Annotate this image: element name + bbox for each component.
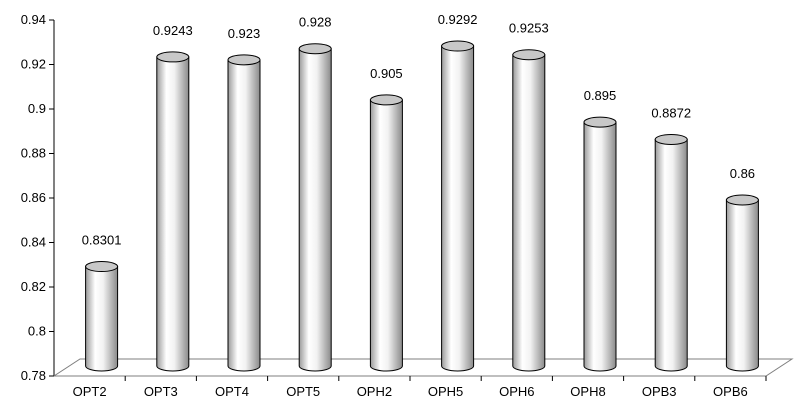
bar-body [512,54,546,372]
bar-top [227,54,261,66]
x-tick-label: OPT3 [144,384,178,399]
bar-oph5: 0.9292 [438,12,478,372]
bar-value-label: 0.9243 [153,23,193,38]
y-tick-label: 0.88 [21,146,46,161]
bar-body [725,199,759,372]
bar-value-label: 0.8301 [82,233,122,248]
x-tick-label: OPT5 [286,384,320,399]
bar-top [725,194,759,206]
bar-body [654,138,688,372]
bar-body [85,266,119,372]
bar-top [85,261,119,273]
bar-opt2: 0.8301 [82,233,122,372]
bar-body [298,48,332,372]
bar-body [156,56,190,372]
x-axis-labels: OPT2 OPT3 OPT4 OPT5 OPH2 OPH5 OPH6 OPH8 OPB3 OPB6 [73,376,767,399]
bar-opb6: 0.86 [725,166,759,372]
bar-value-label: 0.928 [299,15,332,30]
x-tick-label: OPB6 [713,384,748,399]
x-tick-label: OPH6 [499,384,534,399]
bar-oph6: 0.9253 [509,21,549,372]
bar-body [583,121,617,372]
y-tick-label: 0.86 [21,190,46,205]
bar-top [654,133,688,145]
bar-value-label: 0.86 [730,166,755,181]
bar-opb3: 0.8872 [651,105,691,372]
x-tick-label: OPB3 [642,384,677,399]
chart-floor [52,358,794,377]
bar-value-label: 0.9292 [438,12,478,27]
bar-oph2: 0.905 [369,66,403,372]
y-tick-label: 0.82 [21,279,46,294]
bar-oph8: 0.895 [583,88,617,372]
bar-value-label: 0.923 [228,26,261,41]
x-tick-label: OPT4 [215,384,249,399]
y-tick-label: 0.92 [21,57,46,72]
bar-top [156,51,190,63]
y-tick-label: 0.94 [21,12,46,27]
x-tick-label: OPH8 [570,384,605,399]
bar-top [512,49,546,61]
bar-top [583,116,617,128]
y-tick-label: 0.84 [21,235,46,250]
x-tick-label: OPT2 [73,384,107,399]
bar-body [441,45,475,372]
x-tick-label: OPH2 [357,384,392,399]
y-tick-label: 0.78 [21,368,46,383]
bar-opt5: 0.928 [298,15,332,372]
y-tick-label: 0.8 [28,324,46,339]
bar-value-label: 0.8872 [651,105,691,120]
x-tick-label: OPH5 [428,384,463,399]
y-tick-label: 0.9 [28,101,46,116]
bar-value-label: 0.895 [584,88,617,103]
bar-top [298,43,332,55]
bars: 0.8301 0.9243 0.923 0.928 0.905 0.9292 0.9253 0… [82,12,759,372]
bar-body [369,99,403,372]
bar-top [369,94,403,106]
bar-opt4: 0.923 [227,26,261,372]
bar-value-label: 0.9253 [509,21,549,36]
bar-top [441,40,475,52]
bar-value-label: 0.905 [370,66,403,81]
y-axis-ticks: 0.78 0.8 0.82 0.84 0.86 0.88 0.9 0.92 0.94 [21,12,54,383]
bar-opt3: 0.9243 [153,23,193,372]
bar-body [227,59,261,372]
